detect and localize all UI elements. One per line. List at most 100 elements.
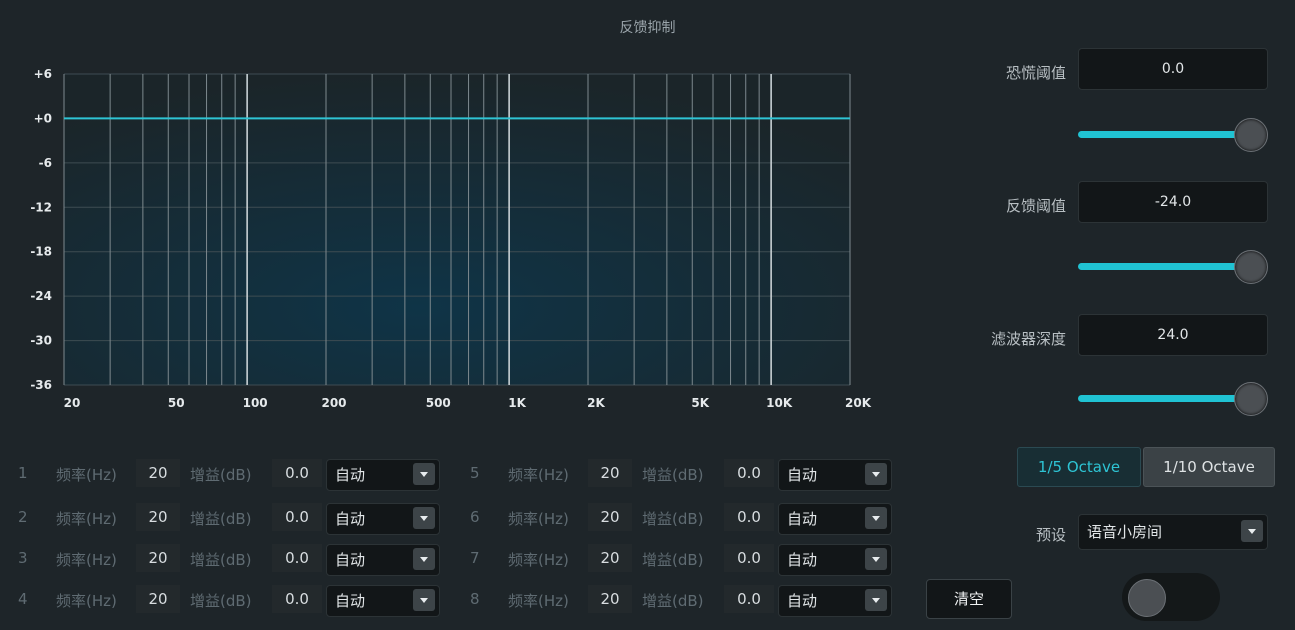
chart-grid <box>63 73 851 386</box>
freq-label: 频率(Hz) <box>508 592 569 610</box>
mode-dropdown[interactable]: 自动 <box>326 503 440 535</box>
freq-value[interactable]: 20 <box>136 544 180 572</box>
chevron-down-icon[interactable] <box>1241 520 1263 542</box>
feedback-threshold-input[interactable]: -24.0 <box>1078 181 1268 223</box>
filter-index: 3 <box>18 549 28 567</box>
gain-label: 增益(dB) <box>190 466 252 484</box>
freq-label: 频率(Hz) <box>56 592 117 610</box>
gain-label: 增益(dB) <box>642 551 704 569</box>
clear-button[interactable]: 清空 <box>926 579 1012 619</box>
depth-slider-handle[interactable] <box>1234 382 1268 416</box>
power-toggle[interactable] <box>1122 573 1220 621</box>
freq-value[interactable]: 20 <box>136 459 180 487</box>
filter-row: 4 频率(Hz) 20 增益(dB) 0.0 自动 <box>0 582 440 617</box>
gain-value[interactable]: 0.0 <box>724 544 774 572</box>
y-tick-label: -24 <box>30 289 52 303</box>
freq-value[interactable]: 20 <box>588 503 632 531</box>
x-tick-label: 1K <box>508 396 526 410</box>
chevron-down-icon[interactable] <box>413 463 435 485</box>
mode-dropdown[interactable]: 自动 <box>326 459 440 491</box>
freq-label: 频率(Hz) <box>508 551 569 569</box>
mode-dropdown[interactable]: 自动 <box>778 459 892 491</box>
octave-1-5-button[interactable]: 1/5 Octave <box>1017 447 1141 487</box>
x-tick-label: 100 <box>243 396 268 410</box>
panic-threshold-slider[interactable] <box>1078 118 1268 152</box>
freq-value[interactable]: 20 <box>588 544 632 572</box>
mode-dropdown[interactable]: 自动 <box>326 585 440 617</box>
feedback-threshold-label: 反馈阈值 <box>1005 197 1066 215</box>
preset-dropdown[interactable]: 语音小房间 <box>1078 514 1268 550</box>
panic-slider-track <box>1078 131 1248 138</box>
filter-depth-input[interactable]: 24.0 <box>1078 314 1268 356</box>
freq-value[interactable]: 20 <box>588 585 632 613</box>
x-tick-label: 200 <box>321 396 346 410</box>
panic-slider-handle[interactable] <box>1234 118 1268 152</box>
preset-value: 语音小房间 <box>1087 523 1163 541</box>
mode-value: 自动 <box>335 551 366 569</box>
freq-value[interactable]: 20 <box>136 503 180 531</box>
chevron-down-icon[interactable] <box>865 507 887 529</box>
preset-label: 预设 <box>1035 526 1066 544</box>
chevron-down-icon[interactable] <box>413 589 435 611</box>
mode-value: 自动 <box>787 551 818 569</box>
feedback-slider-track <box>1078 263 1248 270</box>
feedback-threshold-slider[interactable] <box>1078 250 1268 284</box>
filter-row: 5 频率(Hz) 20 增益(dB) 0.0 自动 <box>452 456 892 491</box>
mode-value: 自动 <box>787 510 818 528</box>
mode-value: 自动 <box>335 466 366 484</box>
y-tick-label: -12 <box>30 200 52 214</box>
gain-value[interactable]: 0.0 <box>724 585 774 613</box>
gain-value[interactable]: 0.0 <box>724 459 774 487</box>
filter-index: 8 <box>470 590 480 608</box>
chart-x-ticks: 20 50 100 200 500 1K 2K 5K 10K 20K <box>64 396 872 410</box>
freq-value[interactable]: 20 <box>588 459 632 487</box>
y-tick-label: +0 <box>34 111 52 125</box>
filter-depth-slider[interactable] <box>1078 382 1268 416</box>
x-tick-label: 5K <box>691 396 709 410</box>
chevron-down-icon[interactable] <box>413 507 435 529</box>
mode-value: 自动 <box>787 592 818 610</box>
panic-threshold-input[interactable]: 0.0 <box>1078 48 1268 90</box>
y-tick-label: -6 <box>39 156 52 170</box>
freq-label: 频率(Hz) <box>508 466 569 484</box>
panic-threshold-label: 恐慌阈值 <box>1005 64 1066 82</box>
filter-depth-label: 滤波器深度 <box>990 330 1066 348</box>
x-tick-label: 20 <box>64 396 81 410</box>
filter-index: 7 <box>470 549 480 567</box>
gain-value[interactable]: 0.0 <box>272 544 322 572</box>
filter-row: 2 频率(Hz) 20 增益(dB) 0.0 自动 <box>0 500 440 535</box>
freq-label: 频率(Hz) <box>56 510 117 528</box>
freq-label: 频率(Hz) <box>508 510 569 528</box>
filter-index: 6 <box>470 508 480 526</box>
mode-dropdown[interactable]: 自动 <box>326 544 440 576</box>
chevron-down-icon[interactable] <box>865 589 887 611</box>
y-tick-label: -30 <box>30 334 52 348</box>
mode-value: 自动 <box>335 592 366 610</box>
filter-row: 8 频率(Hz) 20 增益(dB) 0.0 自动 <box>452 582 892 617</box>
mode-dropdown[interactable]: 自动 <box>778 503 892 535</box>
gain-label: 增益(dB) <box>190 592 252 610</box>
filter-index: 2 <box>18 508 28 526</box>
y-tick-label: +6 <box>34 67 52 81</box>
feedback-slider-handle[interactable] <box>1234 250 1268 284</box>
octave-1-10-button[interactable]: 1/10 Octave <box>1143 447 1275 487</box>
gain-value[interactable]: 0.0 <box>272 459 322 487</box>
chevron-down-icon[interactable] <box>865 548 887 570</box>
x-tick-label: 20K <box>845 396 872 410</box>
x-tick-label: 10K <box>766 396 793 410</box>
chart-plot-area <box>64 74 850 385</box>
filter-row: 6 频率(Hz) 20 增益(dB) 0.0 自动 <box>452 500 892 535</box>
gain-label: 增益(dB) <box>642 592 704 610</box>
freq-value[interactable]: 20 <box>136 585 180 613</box>
chevron-down-icon[interactable] <box>413 548 435 570</box>
gain-value[interactable]: 0.0 <box>724 503 774 531</box>
freq-label: 频率(Hz) <box>56 551 117 569</box>
mode-dropdown[interactable]: 自动 <box>778 544 892 576</box>
x-tick-label: 2K <box>587 396 605 410</box>
gain-value[interactable]: 0.0 <box>272 503 322 531</box>
gain-value[interactable]: 0.0 <box>272 585 322 613</box>
filter-row: 1 频率(Hz) 20 增益(dB) 0.0 自动 <box>0 456 440 491</box>
chevron-down-icon[interactable] <box>865 463 887 485</box>
mode-dropdown[interactable]: 自动 <box>778 585 892 617</box>
gain-label: 增益(dB) <box>642 466 704 484</box>
